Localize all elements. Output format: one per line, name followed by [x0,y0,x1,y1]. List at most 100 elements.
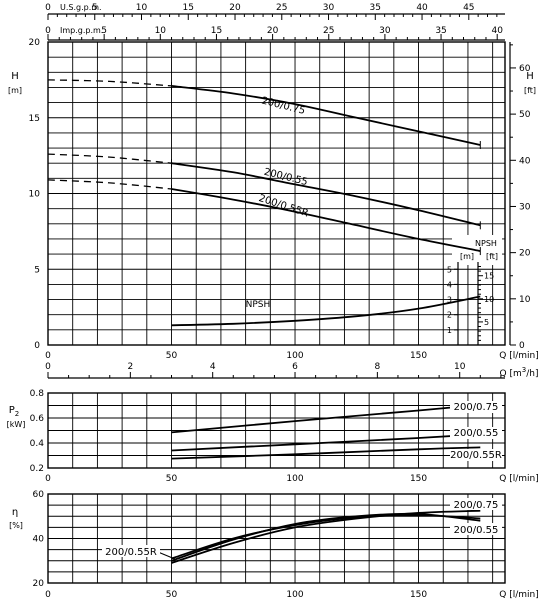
npsh-ft-tick-label: 10 [484,295,494,304]
flow-tick-label: 0 [45,590,51,600]
power-axis-title: P2 [9,405,20,418]
head-ft-tick-label: 60 [519,64,531,74]
flow-tick-label: 50 [166,474,178,484]
flow-axis-label: Q [l/min] [499,351,538,361]
usgpm-tick-label: 30 [323,3,335,13]
usgpm-tick-label: 45 [463,3,474,13]
power-tick-label: 0.2 [30,464,44,474]
npsh-m-tick-label: 2 [447,311,452,320]
power-axis-unit: [kW] [7,420,26,429]
head-ft-tick-label: 20 [519,249,531,259]
npsh-ft-tick-label: 15 [484,272,494,281]
head-ft-tick-label: 0 [519,341,525,351]
usgpm-tick-label: 15 [183,3,194,13]
efficiency-tick-label: 40 [33,535,45,545]
head-m-tick-label: 5 [34,265,40,275]
series-label: 200/0.55 [454,525,499,536]
npsh-inset-unit-m: [m] [460,252,474,261]
usgpm-tick-label: 40 [416,3,428,13]
impgpm-tick-label: 20 [267,26,279,36]
efficiency-tick-label: 20 [33,579,45,589]
efficiency-curve [171,514,481,560]
flow-tick-label: 0 [45,474,51,484]
usgpm-tick-label: 35 [370,3,381,13]
impgpm-tick-label: 10 [155,26,167,36]
label-bg [450,498,502,510]
axes-layer [47,13,516,584]
power-tick-label: 0.6 [30,414,45,424]
label-bg [450,427,502,439]
power-curve [171,446,481,460]
efficiency-curve [171,512,481,562]
series-label: NPSH [246,300,271,310]
power-curve [171,404,481,434]
head-ft-tick-label: 50 [519,110,531,120]
head-curve [171,188,481,252]
flow-tick-label: 150 [410,590,427,600]
flow-tick-label: 100 [286,474,303,484]
power-axis-title-sub: 2 [15,410,19,418]
head-curve-extension [47,179,172,190]
usgpm-tick-label: 20 [229,3,241,13]
flow-tick-label: 50 [166,351,178,361]
efficiency-axis-unit: [%] [9,521,23,530]
head-ft-axis-unit: [ft] [524,86,536,95]
head-curve [171,85,481,146]
power-tick-label: 0.4 [30,439,45,449]
series-label-leader [157,551,177,561]
npsh-curve [171,295,481,327]
m3h-tick-label: 4 [210,362,216,372]
head-m-tick-label: 20 [29,38,41,48]
impgpm-tick-label: 40 [491,26,503,36]
head-m-tick-label: 15 [29,114,40,124]
series-label: 200/0.55R [450,450,502,461]
head-curve-extension [47,153,172,164]
m3h-tick-label: 10 [454,362,466,372]
npsh-m-tick-label: 5 [447,265,452,274]
impgpm-tick-label: 5 [101,26,107,36]
head-m-tick-label: 0 [34,341,40,351]
impgpm-tick-label: 15 [211,26,222,36]
npsh-m-tick-label: 1 [447,326,452,335]
label-bg [450,523,502,535]
head-axis-title: H [11,71,19,82]
head-ft-tick-label: 40 [519,156,531,166]
series-label: 200/0.55R [105,547,157,558]
efficiency-axis-title: η [12,507,18,518]
flow-tick-label: 50 [166,590,178,600]
usgpm-tick-label: 5 [92,3,98,13]
npsh-inset-title: NPSH [475,239,497,248]
impgpm-axis-label: Imp.g.p.m. [60,26,103,35]
m3h-tick-label: 6 [292,362,298,372]
impgpm-tick-label: 0 [45,26,51,36]
npsh-m-tick-label: 3 [447,296,452,305]
flow-axis-label: Q [l/min] [499,590,538,600]
head-m-tick-label: 10 [29,190,41,200]
usgpm-tick-label: 25 [276,3,287,13]
m3h-tick-label: 8 [375,362,381,372]
head-ft-axis-title: H [526,71,534,82]
m3h-tick-label: 0 [45,362,51,372]
label-bg [450,449,502,461]
grid-layer [47,41,505,584]
flow-tick-label: 150 [410,351,427,361]
m3h-axis-label: Q [m3/h] [500,366,539,379]
efficiency-curve [171,509,481,564]
impgpm-tick-label: 25 [323,26,334,36]
series-label: 200/0.75 [454,402,499,413]
series-label: 200/0.55 [263,167,309,188]
series-label: 200/0.55 [454,428,499,439]
label-bg [450,401,502,413]
impgpm-tick-label: 35 [435,26,446,36]
series-label: 200/0.75 [454,500,499,511]
head-frame [47,41,506,346]
text-layer: 0 5 10 15 20 25 30 35 40 455 10 15 20 25 30 35 400U.S.g.… [7,3,539,600]
usgpm-axis-label: U.S.g.p.m. [60,3,102,12]
head-axis-unit: [m] [8,86,22,95]
npsh-ft-tick-label: 5 [484,318,489,327]
series-label: 200/0.75 [260,95,306,116]
head-ft-tick-label: 10 [519,295,531,305]
head-ft-tick-label: 30 [519,202,531,212]
efficiency-frame [47,493,506,584]
